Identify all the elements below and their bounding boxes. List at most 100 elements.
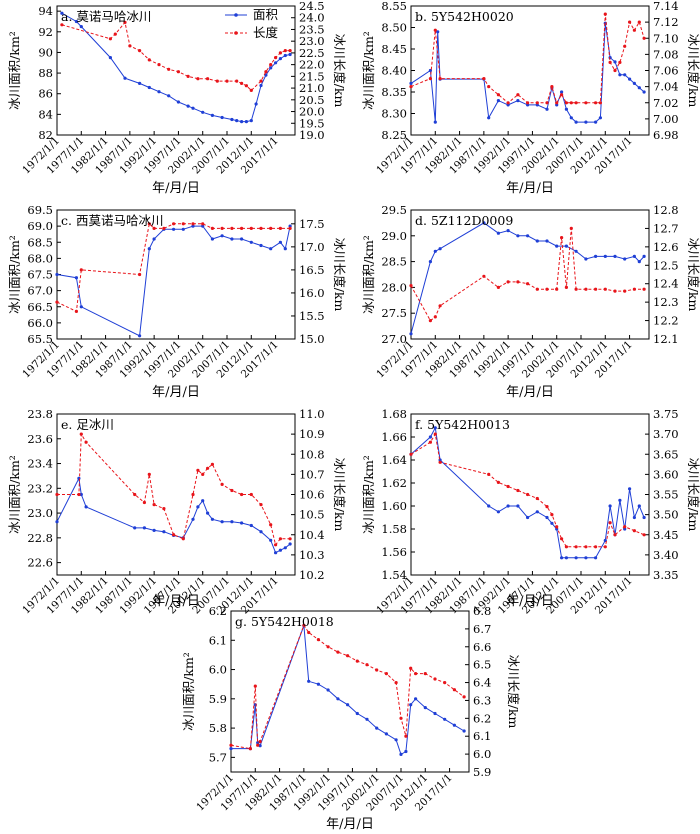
y-right-tick-label: 6.6 (473, 640, 491, 654)
y-right-tick-label: 12.6 (653, 240, 679, 254)
length-data-point (123, 20, 127, 24)
length-data-point (516, 280, 520, 284)
length-data-point (365, 663, 369, 667)
length-data-point (230, 226, 234, 230)
length-data-point (138, 272, 142, 277)
y-left-tick-label: 28.0 (381, 280, 407, 294)
y-left-tick-label: 67.0 (27, 284, 53, 298)
length-data-point (462, 695, 466, 699)
area-data-point (191, 517, 195, 521)
length-data-point (506, 101, 510, 105)
area-data-point (496, 99, 500, 103)
y-right-axis-label: 冰川长度/km (506, 655, 521, 729)
length-data-point (535, 496, 539, 501)
length-data-point (278, 537, 282, 541)
area-data-point (230, 117, 234, 122)
y-left-tick-label: 27.0 (381, 332, 407, 346)
length-data-point (560, 537, 564, 541)
area-data-point (560, 90, 564, 94)
length-data-point (564, 285, 569, 289)
area-data-point (516, 234, 520, 238)
area-data-point (288, 542, 292, 546)
area-data-point (220, 234, 224, 238)
y-right-tick-label: 7.00 (653, 112, 679, 126)
y-left-tick-label: 66.5 (27, 300, 53, 314)
plot-frame (410, 413, 650, 576)
length-data-point (302, 623, 306, 627)
y-right-tick-label: 7.14 (653, 0, 679, 13)
y-right-tick-label: 23.0 (299, 34, 325, 48)
length-data-point (433, 315, 437, 319)
area-data-point (642, 515, 646, 520)
length-data-point (278, 226, 282, 230)
area-data-point (201, 499, 205, 503)
y-right-tick-label: 3.65 (653, 447, 679, 461)
length-data-point (316, 638, 320, 642)
length-data-point (269, 226, 273, 230)
area-data-point (428, 435, 432, 439)
area-data-point (274, 551, 278, 555)
y-left-tick-label: 1.62 (381, 476, 407, 490)
area-data-point (613, 60, 617, 64)
length-data-point (206, 466, 210, 470)
length-data-point (235, 79, 239, 83)
length-data-point (248, 747, 252, 751)
panel-title: c. 西莫诺马哈冰川 (61, 213, 163, 228)
chart-panel-e: 1972/1/11977/1/11982/1/11987/1/11992/1/1… (7, 407, 347, 616)
area-data-point (594, 556, 598, 560)
x-axis-label: 年/月/日 (506, 181, 554, 196)
area-data-point (55, 272, 59, 277)
panel-title: b. 5Y542H0020 (415, 9, 514, 24)
length-data-point (506, 280, 510, 284)
y-right-tick-label: 3.45 (653, 528, 679, 542)
area-data-point (637, 504, 641, 508)
length-data-point (555, 525, 559, 529)
length-data-point (128, 44, 132, 48)
y-right-tick-label: 12.7 (653, 221, 679, 235)
length-data-point (336, 650, 340, 654)
length-data-point (162, 507, 166, 511)
y-left-tick-label: 28.5 (381, 255, 407, 269)
area-data-point (560, 556, 564, 560)
y-left-axis-label: 冰川面积/km² (361, 31, 376, 110)
chart-panel-c: 1972/1/11977/1/11982/1/11987/1/11992/1/1… (7, 203, 347, 400)
y-right-tick-label: 7.08 (653, 47, 679, 61)
length-series-line (410, 14, 645, 105)
y-right-tick-label: 6.3 (473, 693, 491, 707)
area-data-point (496, 510, 500, 514)
length-data-point (409, 284, 413, 288)
area-data-point (269, 247, 273, 251)
length-data-point (594, 545, 598, 549)
area-data-point (433, 711, 437, 716)
y-left-tick-label: 1.54 (381, 568, 407, 582)
y-left-tick-label: 23.2 (27, 481, 53, 495)
length-data-point (569, 101, 573, 105)
y-left-tick-label: 23.8 (27, 407, 53, 421)
area-data-point (79, 492, 83, 497)
area-data-point (428, 68, 432, 73)
length-series-line (56, 222, 291, 313)
length-data-point (603, 545, 607, 549)
y-left-tick-label: 22.6 (27, 556, 53, 570)
y-right-tick-label: 7.06 (653, 64, 679, 78)
y-left-tick-label: 8.25 (381, 128, 407, 142)
area-data-point (55, 520, 59, 524)
length-data-point (113, 32, 117, 36)
area-data-point (288, 52, 292, 57)
y-left-axis-label: 冰川面积/km² (7, 455, 22, 534)
length-data-point (152, 226, 156, 230)
area-data-point (535, 510, 539, 514)
length-data-point (516, 488, 520, 493)
area-data-point (123, 76, 127, 80)
y-right-tick-label: 17.0 (299, 240, 325, 254)
y-left-axis-label: 冰川面积/km² (7, 31, 22, 110)
y-left-tick-label: 65.5 (27, 332, 53, 346)
length-data-point (642, 287, 646, 291)
y-left-tick-label: 1.64 (381, 453, 407, 467)
length-data-point (225, 79, 229, 83)
length-data-point (355, 659, 359, 663)
length-data-point (623, 44, 627, 48)
y-left-tick-label: 5.8 (209, 721, 227, 735)
y-right-tick-label: 6.1 (473, 729, 491, 743)
length-data-point (550, 513, 554, 517)
